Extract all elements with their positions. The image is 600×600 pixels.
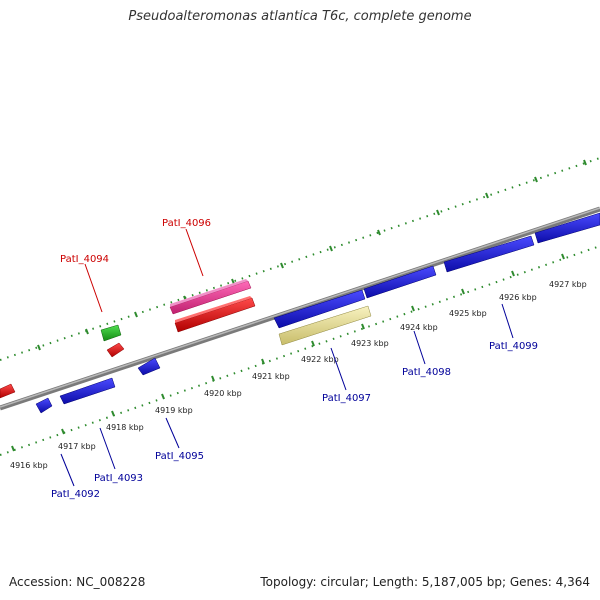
kbp-label: 4921 kbp: [252, 372, 290, 381]
gene-patl-4096-top-face: [170, 279, 248, 307]
gene-label-patl-4094[interactable]: PatI_4094: [60, 254, 109, 265]
gene-patl-4099[interactable]: [443, 235, 535, 273]
kbp-label: 4924 kbp: [400, 323, 438, 332]
gene-label-patl-4096[interactable]: PatI_4096: [162, 218, 211, 229]
gene-patl-4092[interactable]: [35, 397, 53, 414]
gene-label-patl-4099[interactable]: PatI_4099: [489, 341, 538, 352]
kbp-label: 4917 kbp: [58, 442, 96, 451]
kbp-label: 4918 kbp: [106, 423, 144, 432]
gene-patl-4097-yellow[interactable]: [278, 305, 372, 346]
gene-patl-4098[interactable]: [363, 265, 437, 299]
gene-label-patl-4095[interactable]: PatI_4095: [155, 451, 204, 462]
outer-major-ticks: [37, 159, 587, 351]
genome-backbone: [0, 206, 600, 411]
gene-patl-4096-bottom[interactable]: [174, 297, 256, 333]
gene-patl-4097[interactable]: [273, 289, 366, 329]
gene-red-left-edge[interactable]: [0, 383, 16, 399]
gene-label-patl-4097[interactable]: PatI_4097: [322, 393, 371, 404]
kbp-label: 4916 kbp: [10, 461, 48, 470]
gene-label-patl-4093[interactable]: PatI_4093: [94, 473, 143, 484]
kbp-labels: 4916 kbp 4917 kbp 4918 kbp 4919 kbp 4920…: [10, 280, 587, 470]
gene-patl-4100[interactable]: [534, 212, 600, 244]
kbp-label: 4926 kbp: [499, 293, 537, 302]
kbp-label: 4927 kbp: [549, 280, 587, 289]
kbp-label: 4919 kbp: [155, 406, 193, 415]
kbp-label: 4925 kbp: [449, 309, 487, 318]
outer-scale-line: [0, 157, 600, 361]
gene-patl-4094-green[interactable]: [100, 324, 122, 342]
gene-label-patl-4092[interactable]: PatI_4092: [51, 489, 100, 500]
gene-label-patl-4098[interactable]: PatI_4098: [402, 367, 451, 378]
inner-major-ticks: [11, 253, 565, 452]
accession-text: Accession: NC_008228: [9, 575, 146, 589]
genome-summary-text: Topology: circular; Length: 5,187,005 bp…: [260, 575, 590, 589]
inner-scale-line: [0, 245, 600, 456]
gene-labels: PatI_4096 PatI_4094 PatI_4097 PatI_4098 …: [51, 218, 538, 500]
kbp-label: 4920 kbp: [204, 389, 242, 398]
gene-patl-4095[interactable]: [137, 357, 161, 376]
gene-patl-4096-bottom-face: [175, 296, 252, 323]
gene-patl-4094-red[interactable]: [106, 342, 125, 358]
gene-patl-4093[interactable]: [59, 377, 116, 405]
map-title: Pseudoalteromonas atlantica T6c, complet…: [128, 9, 472, 24]
kbp-label: 4922 kbp: [301, 355, 339, 364]
backbone-highlight: [0, 207, 600, 408]
leader-lines: [60, 228, 514, 487]
kbp-label: 4923 kbp: [351, 339, 389, 348]
